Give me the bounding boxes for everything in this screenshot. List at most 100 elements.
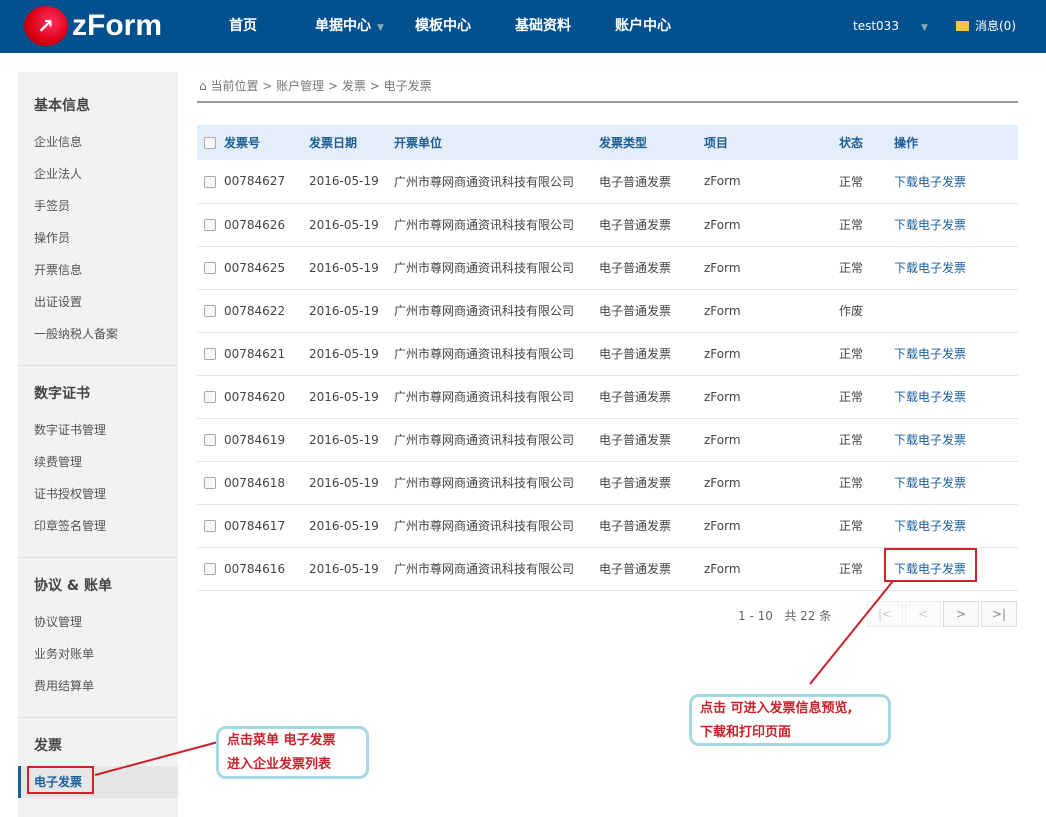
sidebar-item[interactable]: 协议管理 [34, 615, 83, 629]
row-checkbox[interactable] [204, 434, 216, 446]
sidebar-item[interactable]: 操作员 [34, 231, 71, 245]
table-row: 00784619 2016-05-19 广州市尊网商通资讯科技有限公司 电子普通发票 z… [197, 418, 1018, 462]
table-row: 00784621 2016-05-19 广州市尊网商通资讯科技有限公司 电子普通发票 z… [197, 332, 1018, 376]
table-cell: 2016-05-19 [309, 461, 394, 505]
table-cell: 00784621 [224, 332, 309, 376]
nav-documents[interactable]: 单据中心 ▼ [315, 18, 384, 34]
download-invoice-link[interactable]: 下载电子发票 [894, 218, 967, 232]
prev-page-button[interactable]: < [905, 601, 941, 627]
invoice-table: 发票号 发票日期 开票单位 发票类型 项目 状态 操作 00784627 2016… [197, 125, 1018, 591]
table-cell: 00784618 [224, 461, 309, 505]
breadcrumb-link[interactable]: 账户管理 [276, 79, 325, 93]
row-checkbox[interactable] [204, 563, 216, 575]
download-invoice-link[interactable]: 下载电子发票 [894, 174, 967, 189]
sidebar-item[interactable]: 企业法人 [34, 167, 83, 181]
col-header: 操作 [894, 125, 1018, 160]
row-checkbox[interactable] [204, 219, 216, 231]
download-invoice-link[interactable]: 下载电子发票 [894, 519, 967, 533]
table-cell: 2016-05-19 [309, 246, 394, 290]
row-checkbox[interactable] [204, 262, 216, 274]
divider [18, 557, 178, 558]
table-cell: zForm [704, 504, 839, 548]
sidebar-item[interactable]: 费用结算单 [34, 679, 95, 693]
user-menu[interactable]: test033 ▼ [853, 19, 928, 33]
sidebar-heading: 协议 & 账单 [34, 578, 112, 594]
divider [18, 717, 178, 718]
row-checkbox[interactable] [204, 520, 216, 532]
table-cell: zForm [704, 461, 839, 505]
table-cell: 2016-05-19 [309, 160, 394, 204]
nav-account[interactable]: 账户中心 [615, 18, 671, 34]
sidebar-item[interactable]: 手签员 [34, 199, 71, 213]
download-invoice-link[interactable]: 下载电子发票 [894, 433, 967, 447]
sidebar-item[interactable]: 续费管理 [34, 455, 83, 469]
pagination-info: 1 - 10 共 22 条 [738, 609, 832, 623]
envelope-icon [956, 21, 969, 31]
table-cell: 正常 [839, 332, 894, 376]
table-cell: 电子普通发票 [599, 289, 704, 333]
row-checkbox[interactable] [204, 305, 216, 317]
table-cell: 00784626 [224, 203, 309, 247]
table-cell: 正常 [839, 504, 894, 548]
table-cell: 2016-05-19 [309, 504, 394, 548]
nav-home[interactable]: 首页 [229, 18, 257, 34]
download-invoice-link[interactable]: 下载电子发票 [894, 476, 967, 490]
table-cell: 00784625 [224, 246, 309, 290]
highlight-box [884, 548, 977, 582]
row-checkbox[interactable] [204, 391, 216, 403]
select-all-checkbox[interactable] [204, 137, 216, 149]
download-invoice-link[interactable]: 下载电子发票 [894, 261, 967, 275]
download-invoice-link[interactable]: 下载电子发票 [894, 562, 967, 576]
nav-templates[interactable]: 模板中心 [415, 18, 471, 34]
table-cell: 电子普通发票 [599, 504, 704, 548]
annotation-arrow [809, 580, 894, 685]
last-page-button[interactable]: >| [981, 601, 1017, 627]
table-row: 00784625 2016-05-19 广州市尊网商通资讯科技有限公司 电子普通发票 z… [197, 246, 1018, 290]
table-cell: 作废 [839, 289, 894, 333]
sidebar-item[interactable]: 印章签名管理 [34, 519, 107, 533]
first-page-button[interactable]: |< [867, 601, 903, 627]
table-cell: 2016-05-19 [309, 203, 394, 247]
table-header: 发票号 发票日期 开票单位 发票类型 项目 状态 操作 [197, 125, 1018, 160]
sidebar-item-e-invoice[interactable]: 电子发票 [34, 775, 83, 789]
home-icon: ⌂ [199, 79, 207, 93]
sidebar-item[interactable]: 企业信息 [34, 135, 83, 149]
breadcrumb-link[interactable]: 发票 [341, 79, 366, 93]
download-invoice-link[interactable]: 下载电子发票 [894, 347, 967, 361]
table-cell: 正常 [839, 246, 894, 290]
table-cell: 2016-05-19 [309, 375, 394, 419]
col-header: 开票单位 [394, 125, 599, 160]
table-row: 00784618 2016-05-19 广州市尊网商通资讯科技有限公司 电子普通发票 z… [197, 461, 1018, 505]
logo[interactable]: zForm [24, 6, 162, 46]
table-cell: 2016-05-19 [309, 289, 394, 333]
sidebar-item[interactable]: 业务对账单 [34, 647, 95, 661]
nav-basic-data[interactable]: 基础资料 [515, 18, 571, 34]
row-checkbox[interactable] [204, 348, 216, 360]
table-cell: 00784617 [224, 504, 309, 548]
table-cell: zForm [704, 547, 839, 591]
annotation-callout: 点击菜单 电子发票 进入企业发票列表 [216, 726, 369, 779]
table-cell: 电子普通发票 [599, 547, 704, 591]
row-checkbox[interactable] [204, 477, 216, 489]
sidebar-item[interactable]: 开票信息 [34, 263, 83, 277]
row-checkbox[interactable] [204, 175, 216, 188]
messages-link[interactable]: 消息(0) [956, 0, 1016, 53]
col-header: 发票号 [224, 125, 309, 160]
table-cell: 2016-05-19 [309, 332, 394, 376]
download-invoice-link[interactable]: 下载电子发票 [894, 390, 967, 404]
table-cell: 正常 [839, 418, 894, 462]
sidebar-item[interactable]: 出证设置 [34, 295, 83, 309]
sidebar-heading: 数字证书 [34, 386, 90, 402]
table-cell: 00784619 [224, 418, 309, 462]
breadcrumb: ⌂ 当前位置 > 账户管理 > 发票 > 电子发票 [199, 79, 432, 93]
table-cell: 电子普通发票 [599, 418, 704, 462]
table-row: 00784626 2016-05-19 广州市尊网商通资讯科技有限公司 电子普通发票 z… [197, 203, 1018, 247]
table-cell: 广州市尊网商通资讯科技有限公司 [394, 375, 599, 419]
table-cell: 广州市尊网商通资讯科技有限公司 [394, 203, 599, 247]
sidebar-item[interactable]: 证书授权管理 [34, 487, 107, 501]
next-page-button[interactable]: > [943, 601, 979, 627]
table-cell: 00784622 [224, 289, 309, 333]
sidebar-item[interactable]: 一般纳税人备案 [34, 327, 119, 341]
sidebar-item[interactable]: 数字证书管理 [34, 423, 107, 437]
sidebar: 基本信息 企业信息 企业法人 手签员 操作员 开票信息 出证设置 一般纳税人备案… [18, 72, 178, 817]
